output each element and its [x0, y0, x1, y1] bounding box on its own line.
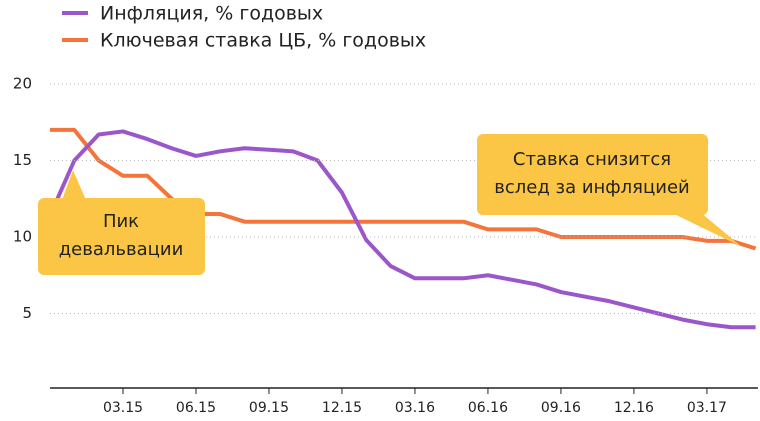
- series-line: [50, 127, 757, 251]
- y-tick-label: 15: [13, 151, 32, 169]
- x-tick-label: 06.16: [468, 400, 508, 416]
- annotation: девальвации: [59, 239, 184, 260]
- legend-label: Ключевая ставка ЦБ, % годовых: [100, 30, 426, 52]
- y-tick-label: 10: [13, 228, 32, 246]
- callout-box: [38, 198, 205, 275]
- annotation: Ставка снизится: [513, 149, 671, 170]
- x-tick-label: 03.16: [395, 400, 435, 416]
- series-line: [48, 129, 756, 330]
- annotation: вслед за инфляцией: [494, 177, 690, 198]
- callout-pointer: [62, 170, 86, 200]
- annotation: Пик: [103, 211, 139, 232]
- callout-pointer: [670, 212, 742, 247]
- legend-label: Инфляция, % годовых: [100, 3, 323, 25]
- x-tick-label: 03.15: [103, 400, 143, 416]
- x-tick-label: 12.15: [322, 400, 362, 416]
- y-tick-label: 20: [13, 75, 32, 93]
- x-tick-label: 12.16: [614, 400, 654, 416]
- x-tick-label: 06.15: [176, 400, 216, 416]
- x-tick-label: 09.16: [541, 400, 581, 416]
- x-tick-label: 09.15: [249, 400, 289, 416]
- x-tick-label: 03.17: [687, 400, 727, 416]
- y-tick-label: 5: [22, 304, 32, 322]
- callout-box: [477, 134, 708, 215]
